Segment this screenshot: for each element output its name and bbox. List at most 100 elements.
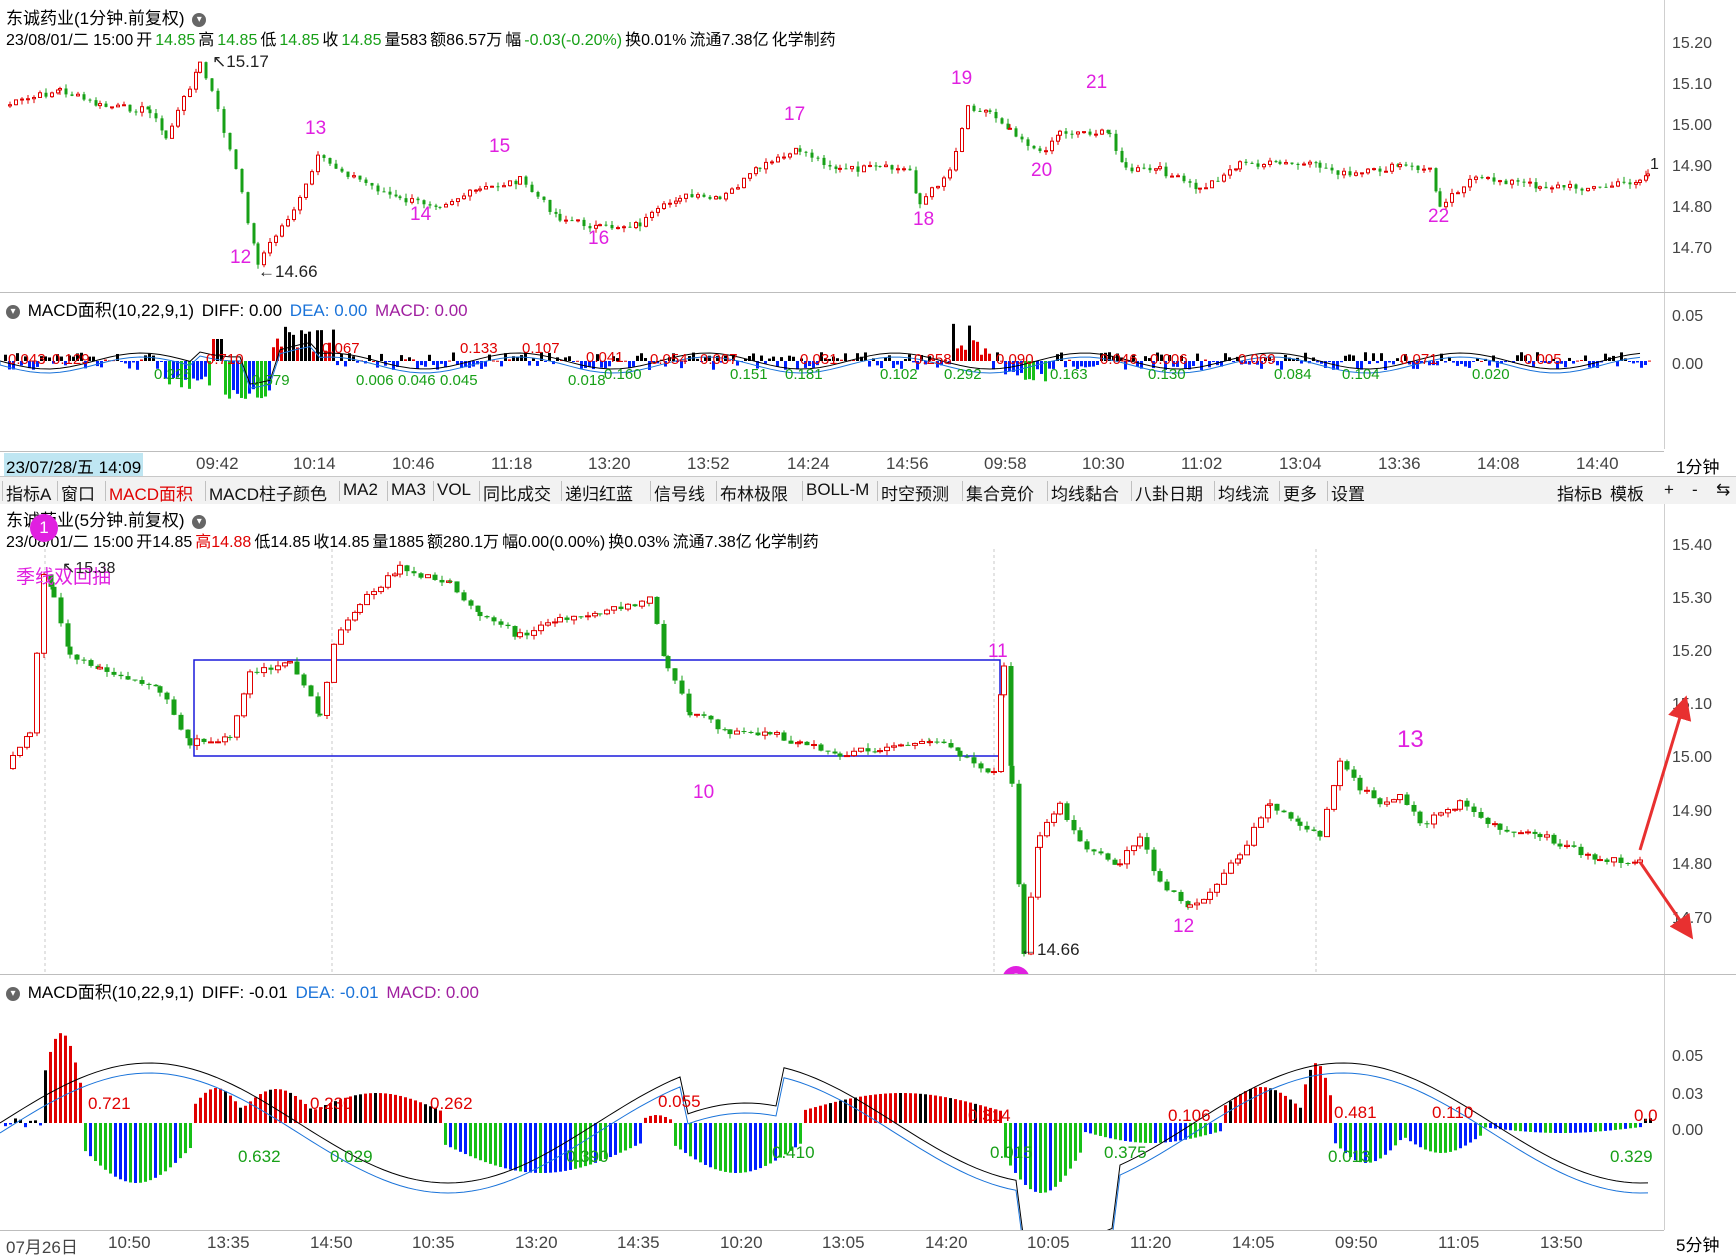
bottom-period-label[interactable]: 5分钟 (1676, 1236, 1720, 1255)
candle (345, 616, 351, 633)
toolbar-item[interactable]: MA3 (391, 480, 426, 499)
toolbar-item[interactable]: VOL (437, 480, 472, 499)
candle (1611, 857, 1617, 867)
candle (638, 218, 642, 232)
bottom-price-pane[interactable]: 东诚药业(5分钟.前复权) ▾ 23/08/01/二 15:00 开14.85 高1… (0, 504, 1708, 994)
toolbar-right-item[interactable]: ⇆ (1716, 480, 1731, 499)
candle (187, 734, 193, 749)
candle (788, 735, 794, 744)
macd-bar (369, 1093, 372, 1123)
candle (914, 166, 918, 195)
macd-bar (460, 361, 463, 369)
candle (924, 193, 928, 205)
chevron-down-icon[interactable]: ▾ (192, 514, 207, 529)
chevron-down-icon[interactable]: ▾ (192, 12, 207, 27)
top-macd-pane[interactable]: 0.043 0.129 0.225 0.710 0.579 0.067 0.006 0.046… (0, 293, 1664, 449)
chevron-down-icon[interactable]: ▾ (6, 304, 20, 319)
macd-bar (419, 1102, 422, 1123)
candle (1397, 794, 1403, 804)
macd-bar (268, 361, 271, 391)
candle (538, 621, 544, 635)
candle (81, 657, 87, 664)
toolbar-item[interactable]: 指标A (6, 485, 52, 504)
toolbar-item[interactable]: 八卦日期 (1135, 485, 1203, 504)
toolbar-item[interactable]: 窗口 (61, 485, 95, 504)
candle (1557, 838, 1563, 850)
macd-bar (1180, 355, 1183, 361)
toolbar-right-item[interactable]: - (1692, 480, 1698, 499)
candle (26, 94, 30, 104)
macd-bar (1119, 1123, 1122, 1141)
bottom-macd-chart[interactable]: 0.721 0.632 0.230 0.029 0.262 0.390 0.055 0.410… (0, 975, 1664, 1230)
top-price-chart[interactable] (0, 0, 1664, 292)
toolbar-item[interactable]: 集合竞价 (966, 485, 1034, 504)
bottom-macd-pane[interactable]: 0.721 0.632 0.230 0.029 0.262 0.390 0.055 0.410… (0, 975, 1664, 1230)
bottom-time-label: 13:20 (515, 1233, 558, 1252)
macd-bar (236, 361, 239, 394)
candle (724, 191, 728, 202)
macd-bar (1164, 361, 1167, 370)
macd-value-label: 0.031 (800, 351, 838, 368)
bottom-high-marker: ↖15.38 (62, 560, 116, 577)
toolbar-item[interactable]: 设置 (1331, 485, 1365, 504)
toolbar-separator (1131, 481, 1132, 501)
candle (352, 172, 356, 179)
candle (194, 734, 200, 750)
bottom-price-chart[interactable] (0, 504, 1664, 974)
candle (878, 165, 882, 168)
macd-bar (104, 1123, 107, 1170)
toolbar-item[interactable]: MA2 (343, 480, 378, 499)
macd-bar (424, 361, 427, 367)
macd-bar (539, 1123, 542, 1173)
macd-bar (1299, 1107, 1302, 1123)
macd-bar (139, 1123, 142, 1183)
toolbar-item[interactable]: 均线黏合 (1051, 485, 1119, 504)
candle (1188, 178, 1192, 188)
macd-bar (1519, 1123, 1522, 1132)
top-time-label: 11:02 (1181, 454, 1223, 473)
macd-bar (796, 361, 799, 370)
candle (530, 181, 534, 193)
toolbar-item[interactable]: MACD柱子颜色 (209, 485, 328, 504)
toolbar-right-item[interactable]: 指标B (1557, 485, 1603, 504)
toolbar-item[interactable]: MACD面积 (109, 485, 194, 504)
macd-bar (1004, 1123, 1007, 1158)
top-price-pane[interactable]: 东诚药业(1分钟.前复权) ▾ 23/08/01/二 15:00 开 14.85 高 1… (0, 0, 1664, 292)
macd-bar (212, 339, 215, 361)
toolbar-item[interactable]: 均线流 (1218, 485, 1269, 504)
toolbar-item[interactable]: 递归红蓝 (565, 485, 633, 504)
toolbar-item[interactable]: 时空预测 (881, 485, 949, 504)
macd-bar (1579, 1123, 1582, 1133)
candle (679, 675, 685, 696)
top-time-label: 14:08 (1477, 454, 1520, 473)
candle (252, 222, 256, 246)
candle (98, 100, 102, 109)
top-wave-label: 13 (305, 118, 327, 139)
dea-line (0, 346, 1641, 389)
macd-bar (512, 356, 515, 361)
toolbar-item[interactable]: 更多 (1283, 485, 1317, 504)
macd-bar (244, 361, 247, 399)
candle (592, 611, 598, 619)
toolbar-right-item[interactable]: 模板 (1610, 485, 1644, 504)
macd-bar (616, 358, 619, 361)
toolbar-item[interactable]: 信号线 (654, 485, 705, 504)
dea-line (0, 1072, 1649, 1230)
toolbar-right-item[interactable]: + (1664, 480, 1674, 499)
macd-value-label: 0.129 (52, 351, 90, 368)
macd-bar (1634, 1123, 1637, 1128)
candle (38, 90, 42, 98)
macd-bar (1592, 361, 1595, 368)
candle (204, 61, 208, 80)
toolbar-item[interactable]: BOLL-M (806, 480, 870, 499)
macd-bar (809, 1108, 812, 1123)
candle (1131, 845, 1137, 856)
candle (8, 101, 12, 108)
top-period-label[interactable]: 1分钟 (1676, 458, 1720, 477)
chevron-down-icon[interactable]: ▾ (6, 986, 20, 1001)
macd-bar (579, 1123, 582, 1168)
toolbar-item[interactable]: 布林极限 (720, 485, 788, 504)
macd-bar (960, 345, 963, 361)
toolbar-item[interactable]: 同比成交 (483, 485, 551, 504)
